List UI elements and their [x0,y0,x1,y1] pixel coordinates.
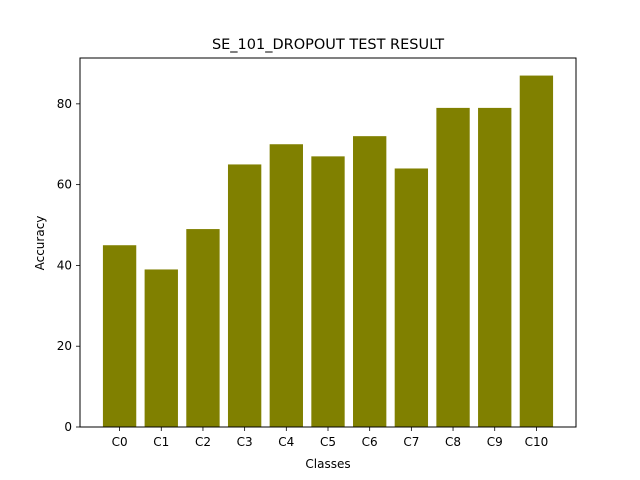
x-tick-label: C7 [403,435,419,449]
plot-frame [79,57,577,428]
y-tick-label: 20 [57,339,72,353]
y-tick-label: 80 [57,97,72,111]
x-tick-label: C1 [153,435,169,449]
x-tick-label: C4 [278,435,294,449]
y-axis-ticks: 0 20 40 60 80 [57,97,80,434]
x-tick-label: C10 [525,435,549,449]
bar-c10 [519,75,554,427]
bar-c7 [394,168,429,428]
y-tick-label: 60 [57,178,72,192]
bar-c3 [227,164,262,427]
x-tick-label: C8 [445,435,461,449]
bar-c9 [478,107,512,427]
bar-c1 [144,269,178,427]
bar-c6 [353,136,387,427]
x-tick-label: C9 [487,435,503,449]
bars-group [102,75,554,428]
x-axis-ticks: C0 C1 C2 C3 C4 C5 C6 C7 C8 C9 C10 [112,427,549,449]
x-tick-label: C2 [195,435,211,449]
bar-c2 [186,229,220,427]
bar-c4 [269,144,303,428]
x-tick-label: C0 [112,435,128,449]
x-tick-label: C3 [237,435,253,449]
x-axis-label: Classes [305,457,350,471]
x-tick-label: C6 [362,435,378,449]
bar-c8 [436,107,470,427]
y-tick-label: 0 [64,420,72,434]
y-axis-label: Accuracy [33,216,47,271]
bar-c0 [102,245,137,427]
chart-title: SE_101_DROPOUT TEST RESULT [212,37,444,53]
y-tick-label: 40 [57,258,72,272]
bar-c5 [311,156,345,428]
x-tick-label: C5 [320,435,336,449]
